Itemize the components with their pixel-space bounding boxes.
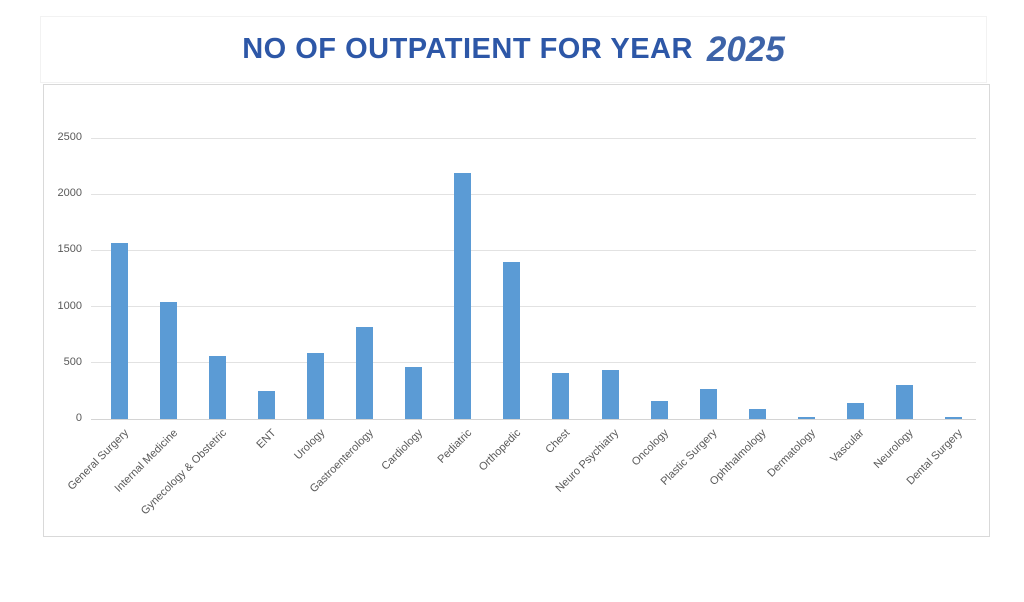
gridline bbox=[91, 249, 976, 251]
bar bbox=[650, 401, 668, 419]
gridline bbox=[91, 137, 976, 139]
bar bbox=[944, 416, 962, 419]
x-category-label-text: Pediatric bbox=[435, 427, 475, 466]
bar bbox=[601, 369, 619, 419]
x-axis-line bbox=[91, 418, 976, 420]
x-category-label-text: Urology bbox=[291, 427, 328, 463]
bar bbox=[160, 302, 178, 419]
bar bbox=[503, 261, 521, 419]
bar bbox=[209, 356, 227, 419]
gridline bbox=[91, 193, 976, 195]
x-category-label-text: Chest bbox=[543, 427, 573, 456]
bar bbox=[797, 416, 815, 419]
gridline bbox=[91, 362, 976, 364]
y-tick-label: 1000 bbox=[57, 299, 82, 312]
y-tick-label: 2000 bbox=[57, 187, 82, 200]
bar bbox=[895, 385, 913, 419]
x-category-label-text: ENT bbox=[254, 427, 279, 452]
bar bbox=[307, 352, 325, 419]
x-category-label-text: Orthopedic bbox=[476, 427, 524, 474]
bar bbox=[454, 172, 472, 419]
bar bbox=[699, 388, 717, 419]
bar bbox=[111, 242, 128, 419]
bar bbox=[356, 326, 374, 419]
y-tick-label: 1500 bbox=[57, 243, 82, 256]
bar bbox=[258, 390, 276, 419]
chart-title-year: 2025 bbox=[706, 29, 785, 69]
bar bbox=[748, 409, 766, 419]
x-category-label-text: Gynecology & Obstetric bbox=[138, 427, 230, 518]
y-tick-label: 0 bbox=[75, 412, 82, 424]
x-category-label-text: Vascular bbox=[828, 427, 867, 466]
x-category-label-text: Oncology bbox=[629, 427, 671, 469]
gridline bbox=[91, 306, 976, 308]
x-category-label-text: Cardiology bbox=[379, 427, 426, 473]
chart-panel: 0 500 1000 1500 2000 2500 General Surgery Inter… bbox=[43, 84, 990, 537]
x-category-label-text: Dermatology bbox=[765, 427, 818, 480]
bar bbox=[405, 367, 423, 419]
chart-title: NO OF OUTPATIENT FOR YEAR bbox=[242, 33, 693, 65]
bar bbox=[846, 402, 864, 419]
chart-title-panel: NO OF OUTPATIENT FOR YEAR 2025 bbox=[40, 16, 987, 83]
x-category-label-text: Neurology bbox=[871, 427, 916, 471]
y-tick-label: 2500 bbox=[57, 131, 82, 143]
bar bbox=[552, 373, 570, 419]
y-tick-label: 500 bbox=[63, 355, 82, 368]
